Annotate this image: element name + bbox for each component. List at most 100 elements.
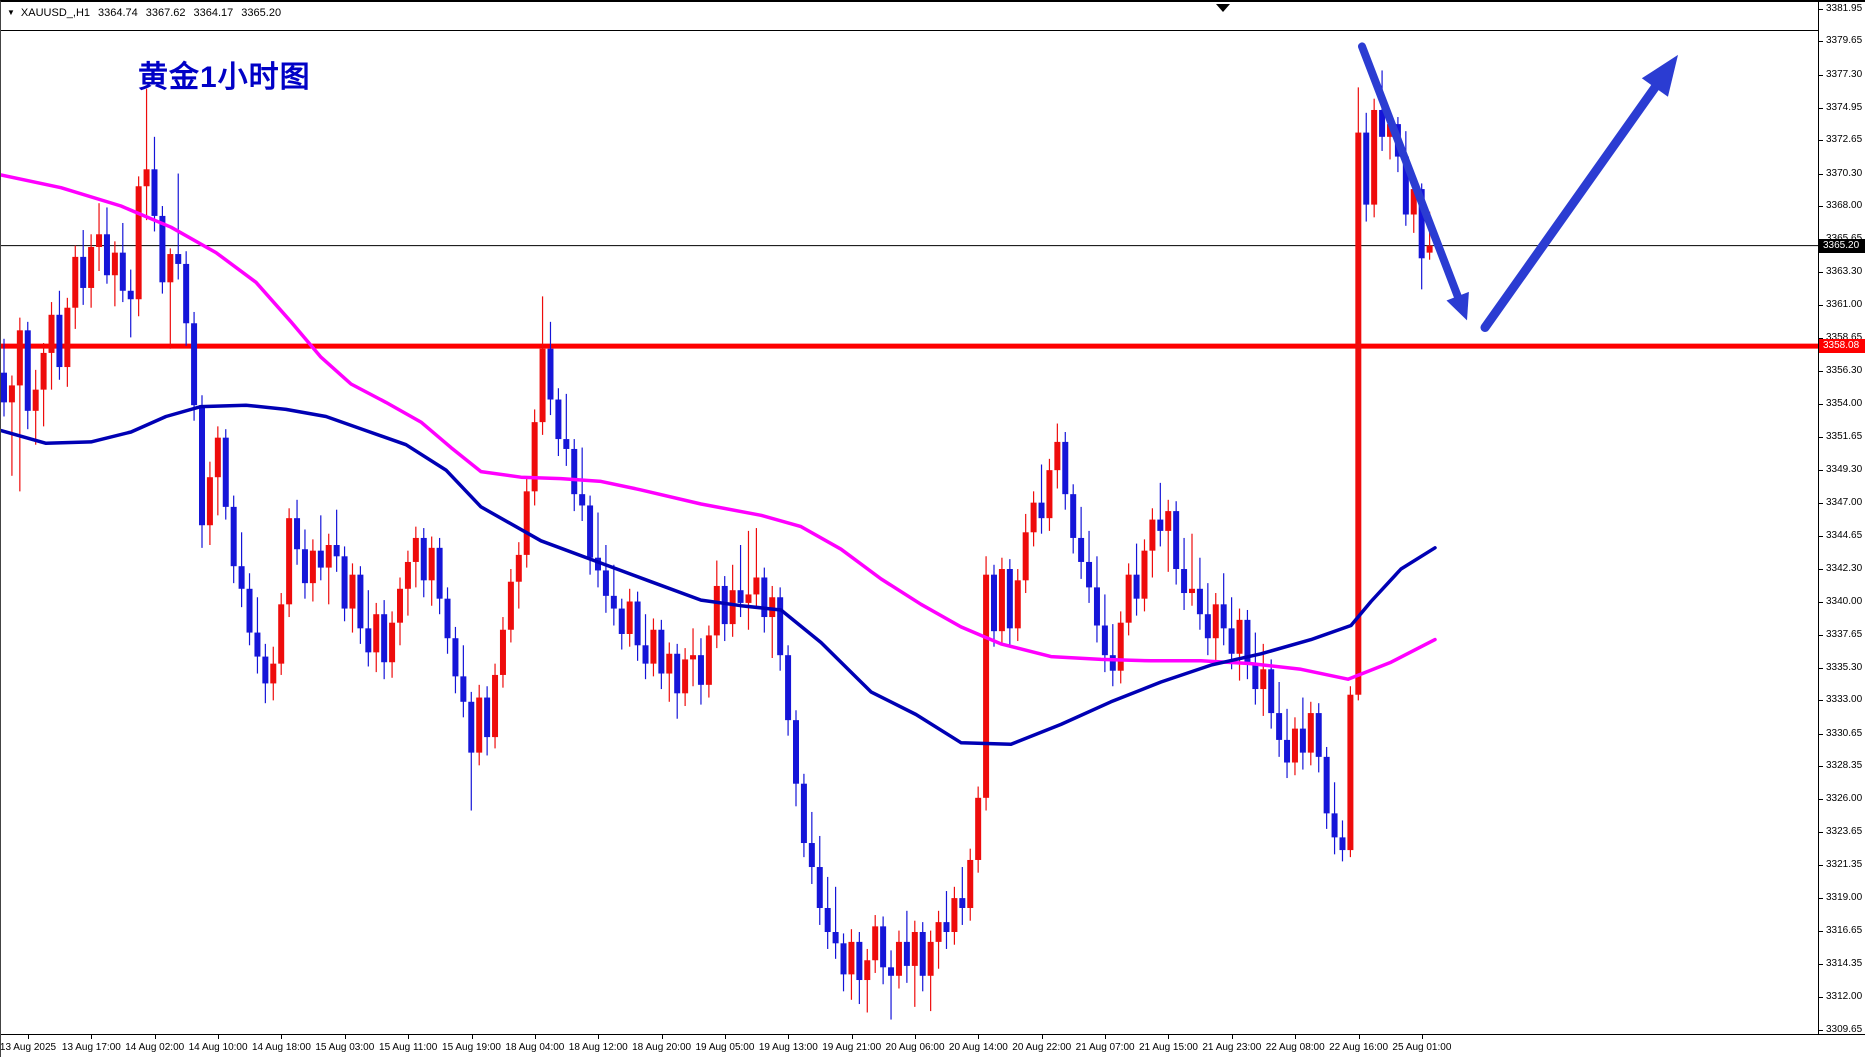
- bar-low-value: 3364.17: [193, 7, 234, 19]
- time-axis-tick: [788, 1035, 790, 1039]
- time-axis-label: 25 Aug 01:00: [1392, 1042, 1452, 1053]
- price-axis-label: 3358.65: [1826, 332, 1863, 344]
- price-axis-label: 3370.30: [1826, 167, 1863, 179]
- price-axis-label: 3374.95: [1826, 101, 1863, 113]
- time-axis-label: 21 Aug 23:00: [1202, 1042, 1262, 1053]
- time-axis-tick: [661, 1035, 663, 1039]
- time-axis-label: 21 Aug 15:00: [1138, 1042, 1198, 1053]
- chart-shift-marker[interactable]: [1216, 4, 1230, 12]
- time-axis-tick: [915, 1035, 917, 1039]
- time-axis-label: 15 Aug 11:00: [379, 1042, 438, 1053]
- price-axis-label: 3381.95: [1826, 3, 1863, 14]
- price-axis-label: 3356.30: [1826, 365, 1863, 377]
- time-axis-label: 14 Aug 02:00: [125, 1042, 185, 1053]
- price-axis-tick: [1819, 535, 1823, 537]
- price-axis-label: 3319.00: [1826, 892, 1863, 904]
- price-axis-label: 3344.65: [1826, 529, 1863, 541]
- time-axis-tick: [28, 1035, 29, 1039]
- bar-close-value: 3365.20: [241, 7, 282, 19]
- chart-title-annotation: 黄金1小时图: [138, 61, 311, 94]
- time-axis-tick: [1105, 1035, 1107, 1039]
- price-axis-tick: [1819, 766, 1823, 768]
- current-price-tag: 3365.20: [1819, 238, 1865, 253]
- price-axis-tick: [1819, 502, 1823, 504]
- ma-magenta: [1, 173, 1437, 681]
- price-axis-tick: [1819, 371, 1823, 373]
- time-axis-tick: [1421, 1035, 1423, 1039]
- price-axis-tick: [1819, 436, 1823, 438]
- price-axis-tick: [1819, 898, 1823, 900]
- pullback-arrow[interactable]: [1358, 42, 1469, 321]
- time-axis-label: 13 Aug 2025: [0, 1042, 57, 1053]
- price-axis-tick: [1819, 667, 1823, 669]
- candlestick-chart[interactable]: [1, 2, 1818, 1034]
- price-axis-label: 3314.35: [1826, 957, 1863, 969]
- chart-plot-area[interactable]: 黄金1小时图 ▼ XAUUSD_,H1 3364.74 3367.62 3364…: [1, 2, 1818, 1034]
- price-axis-tick: [1819, 1030, 1823, 1032]
- time-axis[interactable]: 13 Aug 2025 13 Aug 17:00 14 Aug 02:00 14 Au…: [1, 1034, 1865, 1057]
- time-axis-tick: [344, 1035, 346, 1039]
- price-axis-tick: [1819, 107, 1823, 109]
- price-axis-tick: [1819, 74, 1823, 76]
- time-axis-label: 20 Aug 22:00: [1012, 1042, 1072, 1053]
- time-axis-tick: [91, 1035, 93, 1039]
- time-axis-tick: [1231, 1035, 1233, 1039]
- price-axis-tick: [1819, 832, 1823, 834]
- time-axis-tick: [281, 1035, 283, 1039]
- price-axis-label: 3372.65: [1826, 134, 1863, 146]
- time-axis-label: 22 Aug 08:00: [1265, 1042, 1325, 1053]
- time-axis-label: 19 Aug 13:00: [758, 1042, 818, 1053]
- price-axis-tick: [1819, 799, 1823, 801]
- price-axis-tick: [1819, 338, 1823, 340]
- candles-group[interactable]: [1, 70, 1433, 1020]
- symbol-info-bar: ▼ XAUUSD_,H1 3364.74 3367.62 3364.17 336…: [7, 5, 281, 21]
- price-axis-tick: [1819, 470, 1823, 472]
- time-axis-label: 20 Aug 14:00: [948, 1042, 1008, 1053]
- price-axis-label: 3326.00: [1826, 793, 1863, 805]
- price-axis-tick: [1819, 601, 1823, 603]
- price-axis-tick: [1819, 41, 1823, 43]
- symbol-name[interactable]: XAUUSD_,H1: [20, 7, 90, 19]
- price-axis-tick: [1819, 272, 1823, 274]
- time-axis-label: 19 Aug 05:00: [695, 1042, 755, 1053]
- price-axis-label: 3316.65: [1826, 925, 1863, 937]
- time-axis-tick: [978, 1035, 980, 1039]
- time-axis-label: 18 Aug 20:00: [632, 1042, 692, 1053]
- price-axis[interactable]: 3381.95 3379.65 3377.30 3374.95 3372.65 3370.…: [1818, 2, 1865, 1035]
- time-axis-label: 15 Aug 19:00: [442, 1042, 501, 1053]
- bar-high-value: 3367.62: [145, 7, 186, 19]
- time-axis-label: 18 Aug 04:00: [505, 1042, 565, 1053]
- price-axis-tick: [1819, 569, 1823, 571]
- price-axis-label: 3342.30: [1826, 563, 1863, 575]
- price-axis-label: 3351.65: [1826, 430, 1863, 442]
- price-axis-label: 3337.65: [1826, 628, 1863, 640]
- time-axis-label: 13 Aug 17:00: [61, 1042, 121, 1053]
- time-axis-tick: [471, 1035, 473, 1039]
- price-axis-label: 3361.00: [1826, 298, 1863, 310]
- time-axis-tick: [218, 1035, 220, 1039]
- price-axis-label: 3335.30: [1826, 661, 1863, 673]
- time-axis-label: 19 Aug 21:00: [822, 1042, 882, 1053]
- symbol-dropdown-icon[interactable]: ▼: [7, 8, 15, 17]
- time-axis-tick: [534, 1035, 536, 1039]
- price-axis-tick: [1819, 206, 1823, 208]
- time-axis-tick: [1168, 1035, 1170, 1039]
- time-axis-label: 14 Aug 10:00: [188, 1042, 248, 1053]
- price-axis-tick: [1819, 963, 1823, 965]
- rally-arrow[interactable]: [1480, 54, 1678, 332]
- price-axis-label: 3333.00: [1826, 694, 1863, 706]
- price-axis-tick: [1819, 173, 1823, 175]
- time-axis-label: 18 Aug 12:00: [568, 1042, 628, 1053]
- price-axis-tick: [1819, 634, 1823, 636]
- price-axis-label: 3321.35: [1826, 858, 1863, 870]
- price-axis-label: 3312.00: [1826, 990, 1863, 1002]
- time-axis-tick: [1041, 1035, 1043, 1039]
- time-axis-label: 21 Aug 07:00: [1075, 1042, 1135, 1053]
- ma-blue: [1, 403, 1437, 746]
- price-axis-label: 3354.00: [1826, 397, 1863, 409]
- time-axis-tick: [408, 1035, 410, 1039]
- price-axis-label: 3377.30: [1826, 68, 1863, 80]
- price-axis-label: 3330.65: [1826, 727, 1863, 739]
- price-axis-tick: [1819, 9, 1823, 10]
